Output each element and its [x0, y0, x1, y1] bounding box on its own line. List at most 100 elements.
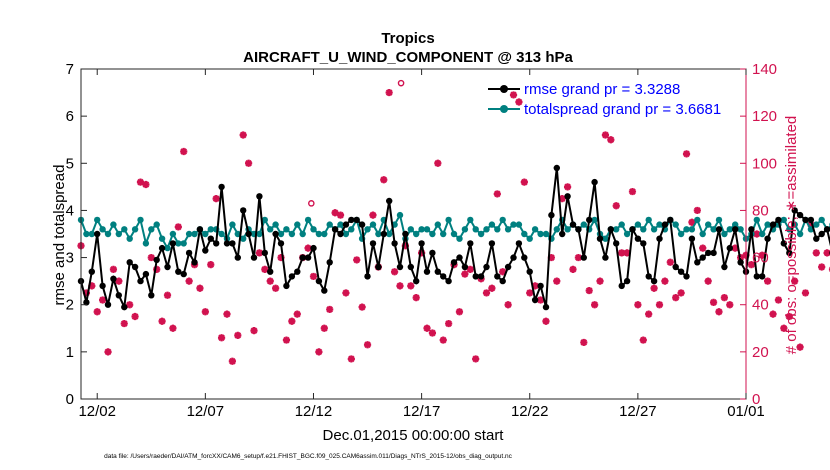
x-tick-label: 12/27 — [619, 403, 657, 420]
totalspread-point — [121, 226, 128, 233]
rmse-point — [261, 249, 268, 257]
totalspread-point — [348, 226, 355, 233]
rmse-point — [304, 254, 312, 261]
totalspread-point — [207, 226, 214, 233]
obs-assimilated-point — [217, 334, 226, 342]
totalspread-point — [315, 230, 323, 238]
totalspread-point — [553, 226, 560, 233]
totalspread-point — [521, 230, 528, 238]
totalspread-point — [180, 240, 187, 247]
totalspread-point — [450, 230, 458, 238]
rmse-point — [407, 263, 414, 271]
totalspread-point — [175, 240, 182, 247]
legend-rmse-label: rmse grand pr = 3.3288 — [524, 81, 680, 98]
rmse-point — [348, 216, 355, 224]
rmse-point — [196, 226, 204, 233]
axes-layer: 0 1 2 3 4 5 6 7 0 20 40 60 80 100 120 140 12/02 12/07 12/1… — [66, 61, 777, 420]
obs-assimilated-point — [764, 277, 772, 285]
obs-assimilated-point — [542, 317, 550, 325]
totalspread-point — [83, 230, 90, 238]
y-tick-label: 4 — [66, 202, 74, 219]
rmse-point — [245, 230, 252, 238]
rmse-point — [791, 207, 798, 214]
totalspread-point — [191, 230, 198, 238]
totalspread-point — [683, 226, 690, 233]
legend-rmse-marker — [500, 85, 508, 93]
rmse-point — [321, 287, 328, 294]
rmse-point — [326, 259, 333, 266]
obs-assimilated-point — [618, 249, 626, 257]
rmse-point — [115, 292, 123, 299]
obs-assimilated-point — [580, 338, 588, 347]
obs-assimilated-point — [677, 289, 685, 297]
rmse-point — [802, 216, 809, 224]
rmse-point — [358, 221, 366, 228]
totalspread-point — [542, 230, 550, 238]
obs-assimilated-point — [520, 178, 528, 186]
y2-axis-label: # of obs: o=possible; ∗=assimilated — [783, 116, 800, 355]
obs-assimilated-point — [682, 150, 691, 158]
obs-assimilated-point — [228, 357, 236, 365]
rmse-point — [158, 244, 166, 252]
totalspread-point — [369, 221, 377, 228]
x-tick-label: 12/17 — [403, 403, 441, 420]
rmse-point — [277, 240, 285, 247]
rmse-point — [775, 216, 782, 224]
rmse-point — [483, 263, 490, 271]
obs-assimilated-point — [115, 277, 123, 285]
totalspread-point — [229, 221, 236, 228]
totalspread-point — [277, 230, 285, 238]
rmse-point — [423, 268, 431, 275]
totalspread-point — [386, 230, 393, 238]
totalspread-point — [467, 216, 474, 224]
obs-assimilated-point — [380, 176, 388, 184]
y2-tick-label: 40 — [752, 297, 769, 314]
totalspread-point — [715, 216, 723, 224]
rmse-point — [218, 183, 225, 191]
rmse-point — [337, 230, 344, 238]
obs-assimilated-point — [401, 242, 409, 250]
rmse-point — [121, 303, 128, 311]
totalspread-point — [342, 230, 350, 238]
obs-assimilated-point — [693, 206, 701, 215]
totalspread-point — [650, 226, 658, 233]
totalspread-point — [640, 226, 647, 233]
rmse-point — [753, 273, 760, 280]
totalspread-point — [494, 226, 501, 233]
obs-assimilated-point — [239, 131, 247, 139]
obs-assimilated-point — [109, 265, 118, 273]
totalspread-point — [375, 230, 382, 238]
rmse-point — [353, 216, 360, 224]
obs-assimilated-point — [558, 195, 566, 203]
y2-tick-label: 120 — [752, 108, 777, 125]
rmse-point — [764, 235, 771, 242]
obs-assimilated-point — [569, 265, 577, 273]
totalspread-point — [499, 216, 506, 224]
x-tick-label: 12/22 — [511, 403, 549, 420]
rmse-point — [364, 273, 371, 280]
obs-assimilated-point — [801, 289, 810, 297]
rmse-point — [434, 268, 441, 275]
rmse-point — [331, 226, 339, 233]
totalspread-point — [613, 226, 620, 233]
obs-assimilated-point — [780, 324, 788, 332]
obs-assimilated-point — [623, 249, 631, 257]
rmse-point — [769, 221, 777, 228]
obs-assimilated-point — [666, 258, 674, 266]
obs-assimilated-point — [704, 277, 712, 285]
obs-assimilated-point — [591, 301, 599, 309]
obs-assimilated-point — [153, 265, 161, 273]
obs-assimilated-point — [315, 348, 323, 356]
totalspread-point — [477, 230, 485, 238]
obs-assimilated-point — [645, 310, 653, 318]
obs-assimilated-point — [347, 355, 355, 363]
rmse-point — [369, 240, 377, 247]
rmse-point — [99, 282, 106, 290]
totalspread-point — [272, 221, 279, 228]
rmse-point — [256, 193, 263, 200]
rmse-point — [748, 226, 755, 233]
obs-assimilated-point — [709, 298, 718, 306]
obs-assimilated-point — [131, 312, 139, 321]
totalspread-point — [169, 230, 177, 238]
